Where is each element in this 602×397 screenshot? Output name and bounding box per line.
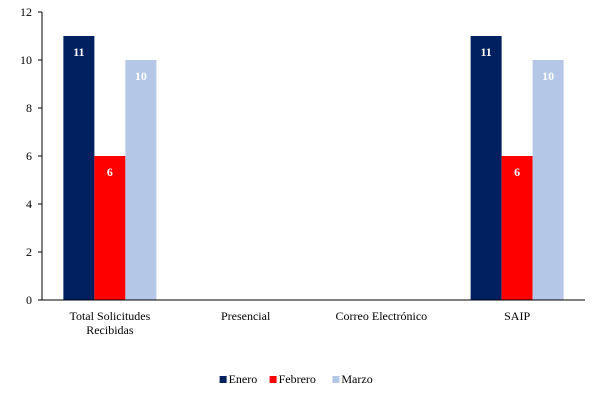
bar-enero-3: [470, 36, 502, 300]
x-category-label: Correo Electrónico: [336, 309, 428, 323]
bar-marzo-0: [125, 60, 157, 300]
bar-enero-0: [63, 36, 95, 300]
x-category-label: SAIP: [504, 309, 530, 323]
data-label: 10: [135, 69, 147, 83]
y-tick-label: 6: [26, 149, 32, 163]
data-label: 10: [542, 69, 554, 83]
x-category-label: Recibidas: [86, 323, 134, 337]
legend-label-febrero: Febrero: [279, 372, 316, 386]
legend-swatch-febrero: [269, 376, 277, 383]
y-axis-ticks: 0 2 4 6 8 10 12: [20, 5, 42, 307]
x-category-label: Total Solicitudes: [69, 309, 150, 323]
bar-marzo-3: [532, 60, 564, 300]
bar-febrero-3: [501, 156, 533, 300]
y-tick-label: 8: [26, 101, 32, 115]
y-tick-label: 0: [26, 293, 32, 307]
data-label: 11: [73, 45, 84, 59]
y-tick-label: 4: [26, 197, 32, 211]
legend-label-marzo: Marzo: [341, 372, 372, 386]
y-tick-label: 10: [20, 53, 32, 67]
y-tick-label: 2: [26, 245, 32, 259]
legend-swatch-enero: [219, 376, 227, 383]
data-labels: 11 6 10 11 6 10: [73, 45, 554, 179]
legend-label-enero: Enero: [229, 372, 258, 386]
data-label: 11: [480, 45, 491, 59]
bars: [63, 36, 564, 300]
x-category-label: Presencial: [221, 309, 271, 323]
data-label: 6: [107, 165, 113, 179]
legend-swatch-marzo: [332, 376, 340, 383]
y-tick-label: 12: [20, 5, 32, 19]
bar-febrero-0: [94, 156, 126, 300]
data-label: 6: [514, 165, 520, 179]
legend: Enero Febrero Marzo: [219, 372, 373, 386]
